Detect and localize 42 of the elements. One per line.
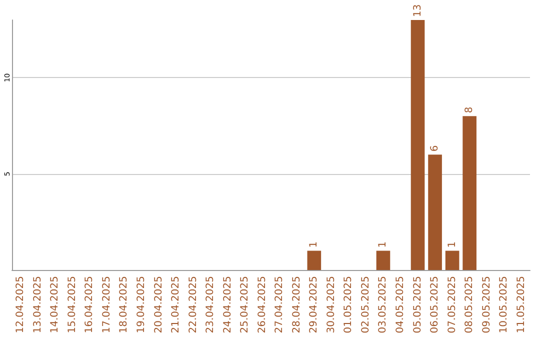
x-tick-label: 14.04.2025	[50, 276, 61, 334]
bar	[307, 250, 322, 270]
data-label: 1	[446, 241, 458, 248]
x-tick-label: 30.04.2025	[326, 276, 337, 334]
x-tick-label: 07.05.2025	[446, 276, 458, 334]
bar	[428, 154, 442, 270]
x-tick-label: 20.04.2025	[153, 276, 164, 334]
x-tick-label: 21.04.2025	[170, 276, 182, 334]
x-tick-label: 28.04.2025	[291, 276, 302, 334]
x-tick-label: 15.04.2025	[66, 276, 78, 334]
x-tick-label: 02.05.2025	[360, 276, 372, 334]
x-tick-label: 18.04.2025	[118, 276, 130, 334]
x-tick-label: 13.04.2025	[32, 276, 44, 334]
x-tick-label: 09.05.2025	[481, 276, 492, 334]
x-tick-label: 06.05.2025	[430, 276, 441, 334]
bar	[462, 116, 476, 270]
x-tick-label: 26.04.2025	[256, 276, 268, 334]
x-tick-label: 01.05.2025	[343, 276, 354, 334]
x-tick-label: 17.04.2025	[101, 276, 112, 334]
x-tick-label: 11.05.2025	[516, 276, 527, 334]
x-tick-label: 25.04.2025	[240, 276, 251, 334]
data-label: 8	[464, 106, 476, 114]
x-tick-label: 24.04.2025	[222, 276, 234, 334]
data-label: 1	[378, 241, 389, 248]
x-tick-label: 22.04.2025	[188, 276, 199, 334]
data-label: 1	[308, 241, 320, 248]
bar	[376, 250, 390, 270]
x-tick-label: 23.04.2025	[205, 276, 216, 334]
x-tick-label: 16.04.2025	[84, 276, 96, 334]
x-tick-label: 04.05.2025	[395, 276, 406, 334]
bar	[410, 20, 425, 270]
x-tick-label: 27.04.2025	[274, 276, 286, 334]
x-tick-label: 29.04.2025	[308, 276, 320, 334]
x-tick-label: 03.05.2025	[378, 276, 389, 334]
x-tick-label: 19.04.2025	[136, 276, 147, 334]
data-label: 6	[430, 145, 441, 152]
bar	[445, 250, 460, 270]
x-tick-label: 08.05.2025	[464, 276, 476, 334]
x-tick-label: 10.05.2025	[498, 276, 510, 334]
x-tick-label: 12.04.2025	[15, 276, 26, 334]
x-tick-label: 05.05.2025	[412, 276, 424, 334]
data-label: 13	[412, 4, 424, 17]
